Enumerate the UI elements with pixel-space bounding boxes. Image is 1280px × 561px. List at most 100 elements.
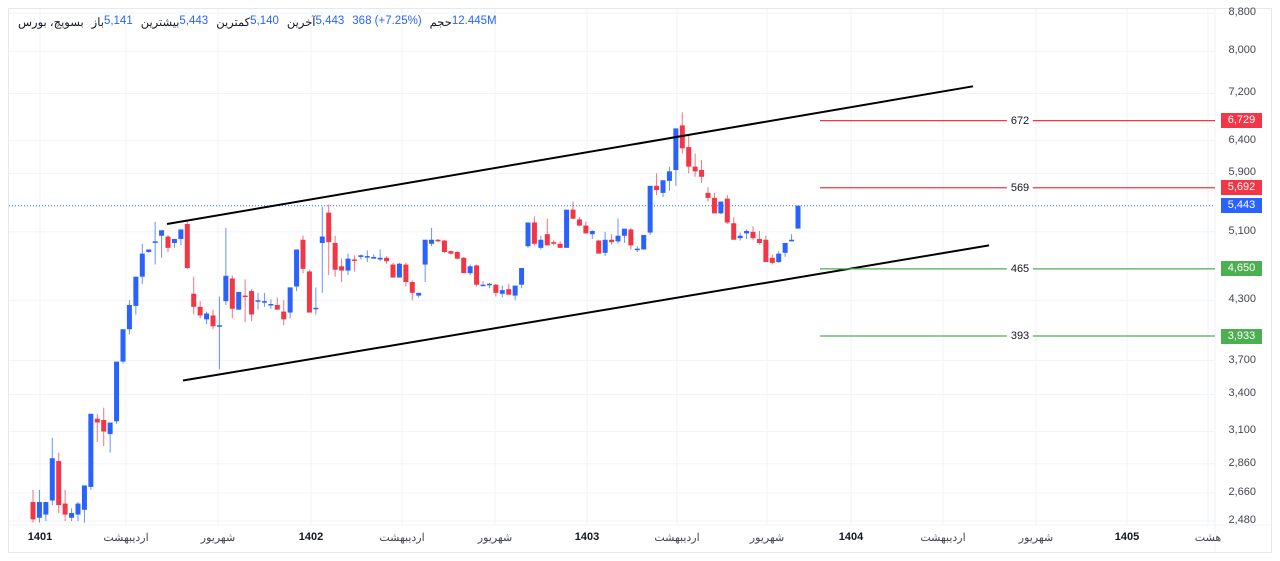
price-tick: 5,900 [1228, 166, 1256, 179]
time-tick: اردیبهشت [379, 532, 425, 544]
level-label: 393 [1006, 330, 1034, 343]
candle [384, 256, 390, 264]
candle [306, 269, 312, 313]
candle [499, 285, 505, 298]
candle [551, 239, 557, 246]
candle [371, 254, 377, 259]
candle [191, 276, 197, 315]
candle [654, 173, 660, 196]
candle [101, 407, 107, 446]
candle [441, 239, 447, 253]
candle [602, 231, 608, 257]
candle [223, 227, 229, 305]
candle [596, 239, 602, 254]
time-tick: 1401 [27, 531, 53, 543]
candle [609, 234, 615, 245]
price-tick: 3,100 [1228, 424, 1256, 437]
price-tick: 3,400 [1228, 387, 1256, 400]
candle [763, 235, 769, 263]
candle [692, 153, 698, 177]
price-tick: 8,000 [1228, 44, 1256, 57]
candle [339, 258, 345, 283]
price-tick: 8,800 [1228, 6, 1256, 18]
price-tick: 3,700 [1228, 353, 1256, 366]
candle [377, 249, 383, 262]
change-value: 368 (+7.25%) [352, 15, 422, 27]
candle [795, 205, 801, 229]
last-price-tag: 5,443 [1221, 198, 1262, 214]
candle [94, 413, 100, 442]
candle [448, 250, 454, 255]
candle [396, 262, 402, 278]
time-tick: 1405 [1114, 531, 1140, 543]
open-value: 5,141 [103, 15, 133, 27]
candle [171, 238, 177, 248]
channel-upper-line [166, 85, 974, 226]
resistance-2-tag: 6,729 [1221, 113, 1262, 129]
level-label: 465 [1006, 262, 1034, 275]
candle [756, 231, 762, 245]
candle [538, 235, 544, 250]
candle [49, 438, 55, 506]
candle [62, 489, 68, 521]
candle [287, 287, 293, 319]
candle [525, 222, 531, 248]
candle [435, 238, 441, 243]
candle [261, 292, 267, 307]
candle [564, 209, 570, 248]
candle [557, 241, 563, 248]
candle [724, 195, 730, 225]
candle [56, 452, 62, 513]
candle [75, 502, 81, 521]
time-tick: شهریور [1018, 532, 1054, 544]
candle [81, 485, 87, 523]
candle [628, 227, 634, 250]
candle [88, 413, 94, 490]
symbol-name: بسویچ، بورس [18, 17, 84, 29]
price-tick: 7,200 [1228, 86, 1256, 99]
candle [666, 166, 672, 191]
candle [242, 279, 248, 323]
candle [216, 296, 222, 370]
price-tick: 2,660 [1228, 485, 1256, 498]
candle [711, 192, 717, 214]
time-tick: شهریور [477, 532, 513, 544]
candle [634, 246, 640, 252]
price-tick: 2,860 [1228, 456, 1256, 469]
candle [178, 229, 184, 246]
candle [139, 243, 145, 284]
candle [345, 253, 351, 275]
candle [744, 229, 750, 239]
candle [326, 204, 332, 275]
candle [769, 254, 775, 265]
candle [43, 502, 49, 521]
candle [429, 227, 435, 247]
time-tick: 1404 [838, 531, 864, 543]
candle [390, 262, 396, 278]
candle [351, 255, 357, 272]
candle [782, 242, 788, 257]
price-tick: 2,480 [1228, 513, 1256, 526]
candle [358, 254, 364, 260]
candle [660, 180, 666, 198]
candle [686, 134, 692, 174]
candle [422, 239, 428, 283]
price-tick: 4,300 [1228, 293, 1256, 306]
candle [159, 230, 165, 258]
resistance-1-tag: 5,692 [1221, 180, 1262, 196]
candle [731, 217, 737, 240]
candle [583, 221, 589, 234]
candle [512, 285, 518, 301]
time-tick: 1402 [298, 531, 324, 543]
close-label: آخرین [286, 17, 316, 29]
candle [36, 489, 42, 523]
candle [589, 230, 595, 239]
candle [409, 280, 415, 301]
candle [249, 289, 255, 322]
low-label: کمترین [216, 17, 251, 29]
chart-frame [8, 8, 1272, 553]
candle [281, 300, 287, 326]
symbol-legend: بسویچ، بورس باز 5,141 بیشترین 5,443 کمترین… [18, 15, 497, 29]
candle [673, 128, 679, 186]
